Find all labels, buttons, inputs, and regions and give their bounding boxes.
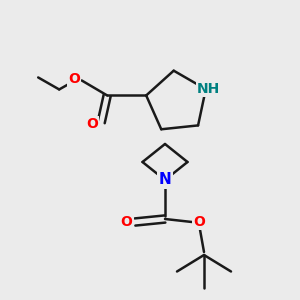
Text: O: O (121, 215, 133, 229)
Text: O: O (68, 72, 80, 86)
Text: N: N (159, 172, 171, 188)
Text: O: O (86, 117, 98, 131)
Text: NH: NH (197, 82, 220, 96)
Text: O: O (194, 215, 206, 229)
